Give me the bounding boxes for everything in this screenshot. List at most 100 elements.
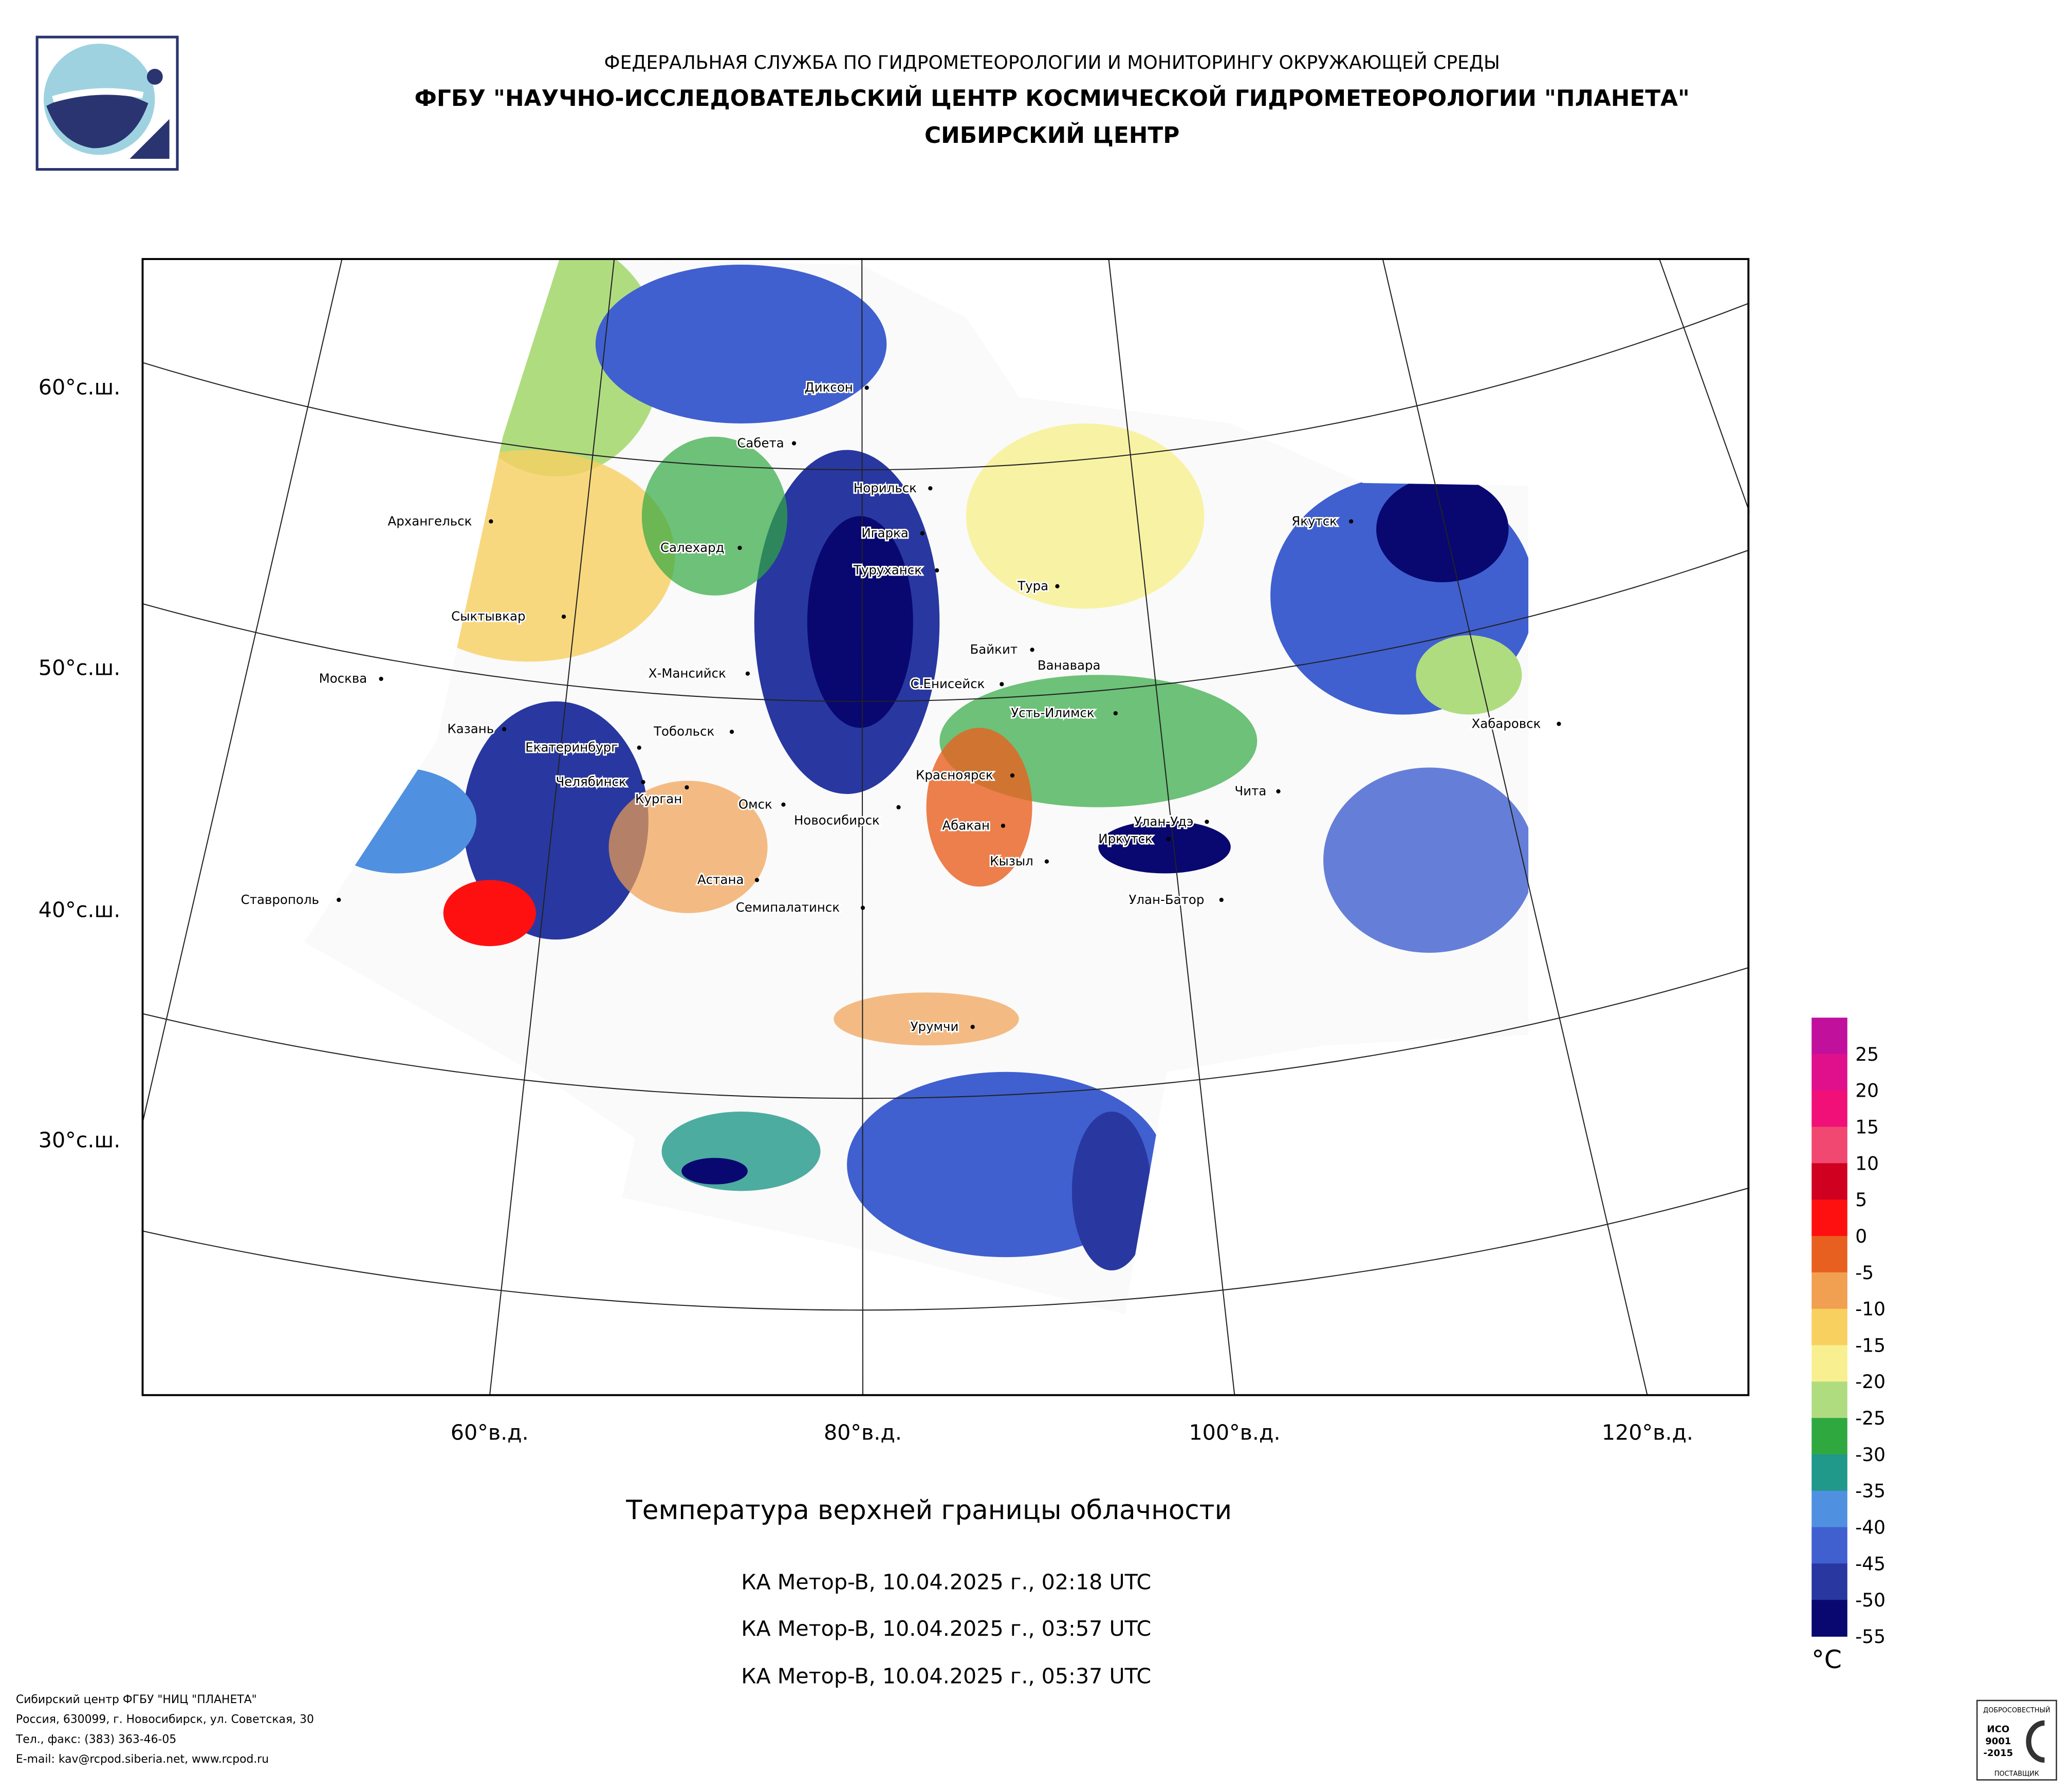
graticule — [141, 258, 1750, 1396]
city-dot — [1096, 663, 1101, 668]
city-label: Диксон — [805, 380, 853, 395]
city-label: Норильск — [854, 481, 917, 495]
city-dot — [1001, 823, 1006, 828]
city-dot — [1557, 722, 1561, 726]
city-dot — [1030, 648, 1034, 652]
footer-line: Тел., факс: (383) 363-46-05 — [15, 1733, 176, 1746]
header-line: ФЕДЕРАЛЬНАЯ СЛУЖБА ПО ГИДРОМЕТЕОРОЛОГИИ … — [604, 52, 1500, 73]
city-dot — [935, 568, 939, 572]
legend-unit: °C — [1811, 1645, 1842, 1674]
lon-label: 80°в.д. — [824, 1420, 902, 1445]
legend-tick: -35 — [1855, 1481, 1885, 1502]
legend-tick: -55 — [1855, 1626, 1885, 1648]
city-label: Улан-Удэ — [1134, 814, 1194, 829]
city-label: Астана — [697, 872, 744, 887]
footer-line: Россия, 630099, г. Новосибирск, ул. Сове… — [16, 1713, 314, 1726]
city-dot — [781, 802, 786, 807]
city-label: Архангельск — [388, 513, 472, 528]
legend-tick: -25 — [1855, 1408, 1885, 1429]
title: Температура верхней границы облачности — [625, 1495, 1232, 1526]
legend-swatch — [1811, 1454, 1847, 1491]
lat-label: 50°с.ш. — [39, 655, 121, 680]
city-dot — [1044, 859, 1049, 864]
city-label: Екатеринбург — [525, 740, 618, 755]
city-dot — [970, 1025, 975, 1029]
badge-text: 9001 — [1985, 1736, 2011, 1747]
city-dot — [928, 486, 933, 491]
legend-swatch — [1811, 1236, 1847, 1273]
city-dot — [379, 676, 383, 681]
city-label: Омск — [738, 797, 772, 811]
header-line: ФГБУ "НАУЧНО-ИССЛЕДОВАТЕЛЬСКИЙ ЦЕНТР КОС… — [415, 84, 1690, 112]
badge-text: ДОБРОСОВЕСТНЫЙ — [1983, 1706, 2050, 1714]
city-dot — [1166, 837, 1171, 841]
city-dot — [1219, 897, 1224, 902]
city-label: Байкит — [970, 642, 1018, 657]
legend-swatch — [1811, 1272, 1847, 1309]
city-dot — [685, 785, 689, 790]
legend-swatch — [1811, 1600, 1847, 1637]
city-dot — [641, 780, 645, 784]
city-dot — [920, 531, 924, 535]
city-label: Казань — [447, 722, 494, 736]
legend-swatch — [1811, 1126, 1847, 1164]
city-dot — [860, 906, 865, 910]
city-label: Абакан — [942, 818, 990, 833]
legend-tick: 10 — [1855, 1153, 1879, 1174]
city-label: Туруханск — [853, 563, 922, 578]
city-label: Улан-Батор — [1129, 892, 1205, 907]
city-dot — [1205, 819, 1209, 824]
city-label: С.Енисейск — [911, 676, 985, 691]
city-dot — [745, 671, 750, 676]
legend-tick: -30 — [1855, 1444, 1885, 1466]
city-dot — [489, 519, 493, 524]
city-label: Х-Мансийск — [649, 666, 726, 680]
lat-label: 60°с.ш. — [39, 375, 121, 399]
city-label: Кызыл — [990, 854, 1033, 869]
legend-tick: -10 — [1855, 1299, 1885, 1320]
lon-label: 120°в.д. — [1602, 1420, 1693, 1445]
legend-swatch — [1811, 1381, 1847, 1418]
legend-tick: -15 — [1855, 1335, 1885, 1356]
city-label: Челябинск — [556, 774, 626, 789]
pass-line: КА Meтop-B, 10.04.2025 г., 05:37 UTC — [741, 1664, 1151, 1688]
pass-line: КА Meтop-B, 10.04.2025 г., 03:57 UTC — [741, 1616, 1151, 1641]
legend-tick: -5 — [1855, 1262, 1874, 1284]
city-dot — [337, 897, 341, 902]
legend-tick: 5 — [1855, 1189, 1867, 1211]
city-dot — [1000, 682, 1004, 687]
map-area — [141, 258, 1750, 1396]
legend-tick: 15 — [1855, 1117, 1879, 1138]
legend-swatch — [1811, 1308, 1847, 1346]
city-dot — [737, 545, 742, 550]
city-label: Новосибирск — [794, 812, 880, 827]
legend-swatch — [1811, 1527, 1847, 1564]
lat-label: 30°с.ш. — [39, 1128, 121, 1153]
city-label: Игарка — [861, 525, 908, 540]
lon-label: 60°в.д. — [451, 1420, 529, 1445]
badge: ДОБРОСОВЕСТНЫЙ ИСО 9001 -2015 ПОСТАВЩИК — [1976, 1699, 2057, 1781]
city-dot — [502, 727, 507, 731]
city-dot — [1113, 711, 1118, 716]
city-dot — [1349, 519, 1354, 524]
city-label: Усть-Илимск — [1011, 706, 1094, 721]
lat-label: 40°с.ш. — [39, 898, 121, 922]
legend: 25 20 15 10 5 0 -5 -10 -15 -20 -25 -30 -35 -40 -45 -50 -… — [1811, 1018, 1885, 1674]
city-label: Красноярск — [916, 768, 993, 783]
badge-text: ИСО — [1987, 1724, 2010, 1735]
city-label: Хабаровск — [1471, 716, 1541, 731]
city-dot — [754, 878, 760, 882]
city-label: Иркутск — [1098, 831, 1153, 846]
legend-swatch — [1811, 1163, 1847, 1200]
city-dot — [561, 614, 566, 619]
legend-tick: 0 — [1855, 1226, 1867, 1247]
legend-tick: 25 — [1855, 1044, 1879, 1065]
city-label: Салехард — [660, 540, 725, 555]
city-label: Ванавара — [1038, 658, 1101, 673]
city-dot — [791, 441, 797, 446]
legend-swatch — [1811, 1018, 1847, 1055]
city-label: Чита — [1235, 784, 1267, 799]
city-dot — [1010, 773, 1015, 778]
